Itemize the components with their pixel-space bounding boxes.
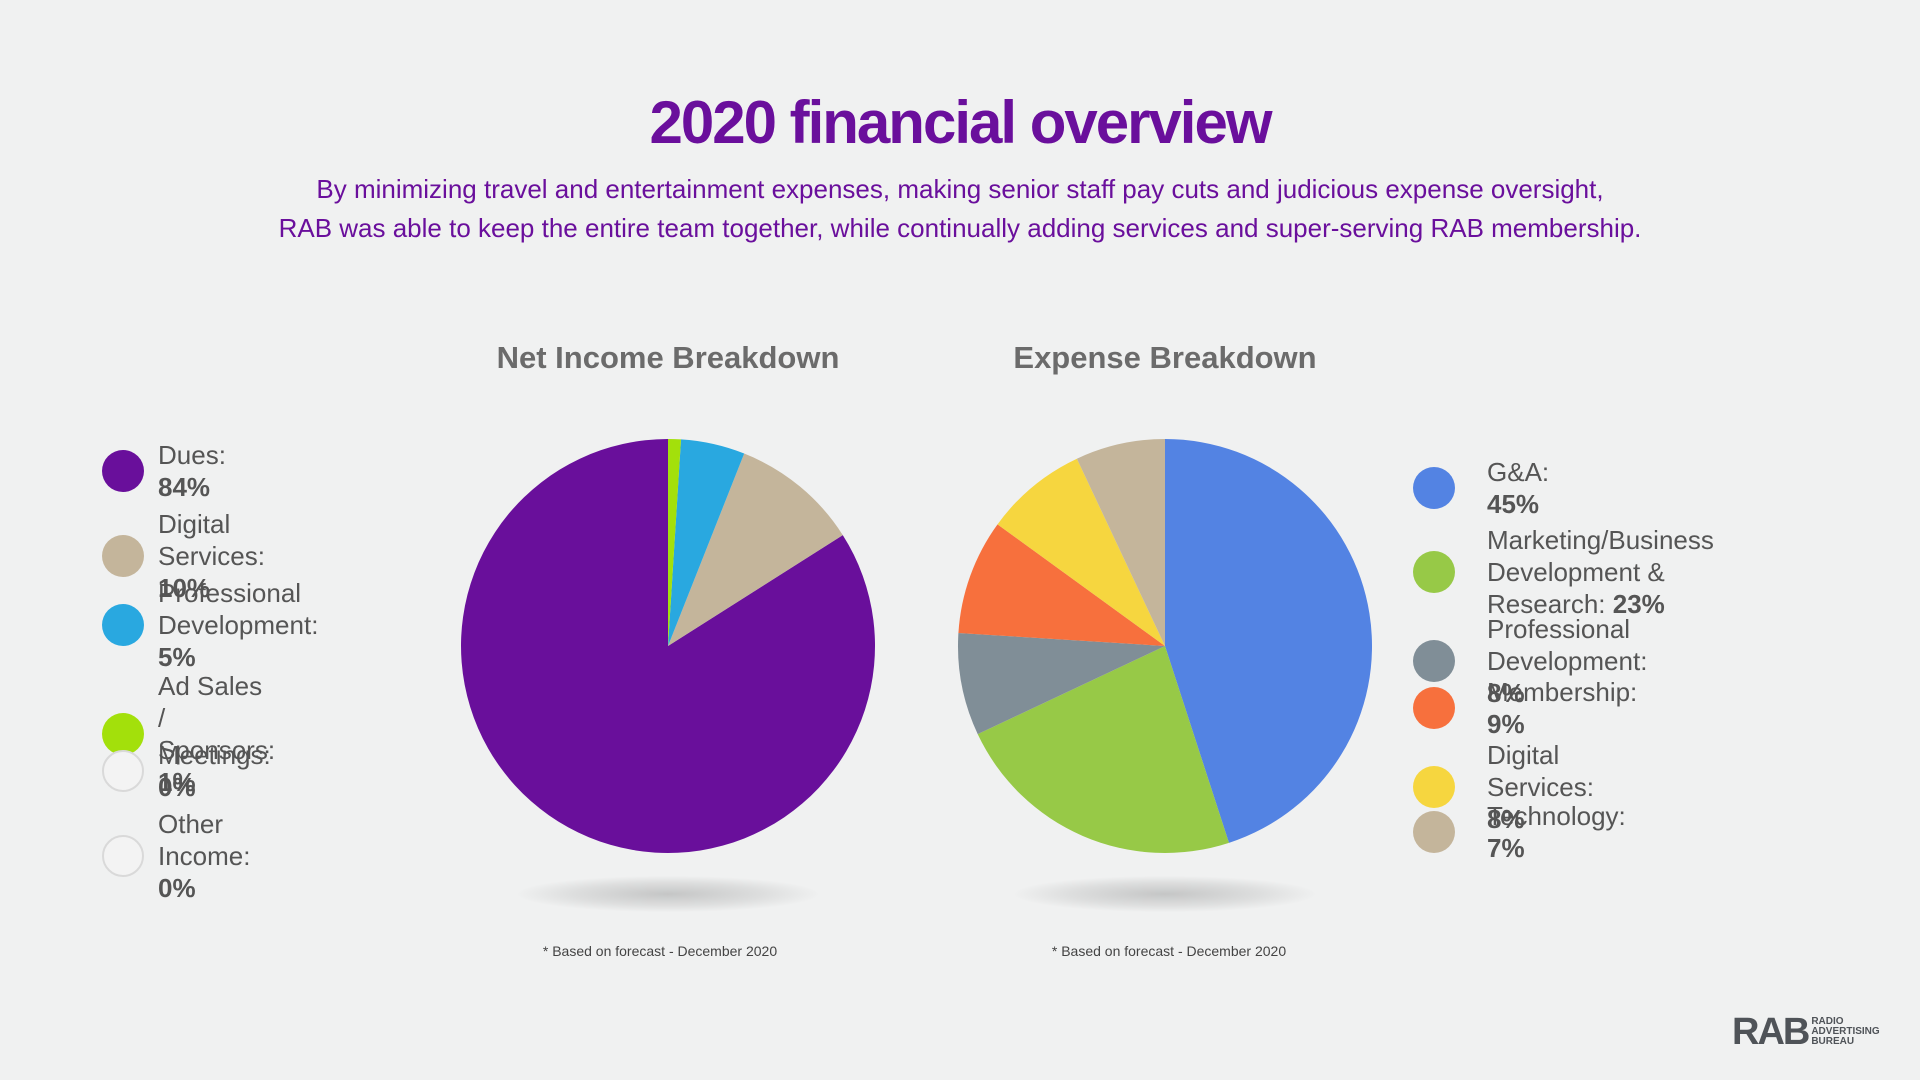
legend-label: Meetings: 0% [158, 739, 271, 803]
expense-chart-title: Expense Breakdown [1013, 340, 1317, 375]
pie-slice-technology [1076, 439, 1165, 646]
rab-logo-line: ADVERTISING [1811, 1026, 1880, 1037]
legend-value: 0% [158, 873, 196, 903]
legend-value: 5% [158, 642, 196, 672]
net-income-chart-title: Net Income Breakdown [496, 340, 840, 375]
rab-logo-subtext: RADIO ADVERTISING BUREAU [1811, 1017, 1879, 1047]
pie-slice-professional-development [668, 439, 745, 646]
legend-value: 45% [1487, 489, 1540, 519]
legend-value: 1% [158, 767, 196, 797]
legend-swatch [102, 835, 144, 877]
legend-swatch [102, 750, 144, 792]
legend-label: Professional Development: 8% [1487, 613, 1647, 709]
legend-label: Digital Services: 10% [158, 508, 265, 604]
page-title: 2020 financial overview [649, 89, 1272, 156]
legend-item: Ad Sales / Sponsors: 1% [102, 670, 275, 798]
legend-label: Technology: 7% [1487, 800, 1626, 864]
pie-slice-g-a [1165, 439, 1373, 843]
rab-logo: RAB RADIO ADVERTISING BUREAU [1732, 1013, 1880, 1051]
legend-label-line: Digital Services: 8% [1487, 740, 1594, 834]
legend-item: G&A: 45% [1413, 456, 1549, 520]
legend-label-line: Membership: 9% [1487, 677, 1638, 739]
legend-label: Professional Development: 5% [158, 577, 318, 673]
legend-label-line: Marketing/Business [1487, 525, 1714, 555]
pie-slice-digital-services [997, 458, 1165, 646]
legend-label-line: Professional Development: 8% [1487, 614, 1648, 708]
legend-label: Digital Services: 8% [1487, 739, 1594, 835]
legend-item: Meetings: 0% [102, 739, 271, 803]
legend-value: 23% [1612, 589, 1665, 619]
legend-item: Other Income: 0% [102, 808, 251, 904]
legend-label: Ad Sales / Sponsors: 1% [158, 670, 275, 798]
legend-label: Other Income: 0% [158, 808, 251, 904]
legend-value: 0% [158, 772, 196, 802]
rab-logo-line: RADIO [1811, 1016, 1844, 1027]
legend-value: 10% [158, 573, 211, 603]
legend-label-line: Professional [158, 578, 302, 608]
legend-label: Marketing/Business Development & Research… [1487, 524, 1714, 620]
legend-label-line: Meetings: 0% [158, 740, 271, 802]
legend-swatch [102, 450, 144, 492]
legend-item: Digital Services: 8% [1413, 739, 1594, 835]
legend-swatch [102, 604, 144, 646]
legend-item: Membership: 9% [1413, 676, 1637, 740]
legend-swatch [1413, 766, 1455, 808]
legend-label-line: Development & Research: 23% [1487, 557, 1665, 619]
legend-swatch [102, 713, 144, 755]
legend-label-line: Dues: 84% [158, 440, 226, 502]
expense-pie-shadow [1015, 876, 1315, 912]
pie-slice-marketing-business-development-research [977, 646, 1229, 854]
legend-item: Professional Development: 8% [1413, 613, 1647, 709]
legend-swatch [1413, 467, 1455, 509]
legend-item: Dues: 84% [102, 439, 226, 503]
rab-logo-line: BUREAU [1811, 1036, 1855, 1047]
legend-label: Membership: 9% [1487, 676, 1637, 740]
legend-item: Professional Development: 5% [102, 577, 318, 673]
legend-swatch [1413, 687, 1455, 729]
pie-slice-professional-development [958, 633, 1165, 735]
legend-value: 7% [1487, 833, 1525, 863]
legend-swatch [102, 535, 144, 577]
net-income-pie-shadow [518, 876, 818, 912]
legend-label-line: G&A: 45% [1487, 457, 1550, 519]
legend-value: 8% [1487, 678, 1525, 708]
legend-label: Dues: 84% [158, 439, 226, 503]
legend-label-line: Development: 5% [158, 610, 319, 672]
legend-label-line: Digital Services: 10% [158, 509, 265, 603]
rab-logo-mark: RAB [1732, 1011, 1810, 1053]
legend-item: Technology: 7% [1413, 800, 1626, 864]
subtitle-line-2: RAB was able to keep the entire team tog… [278, 213, 1642, 243]
legend-item: Digital Services: 10% [102, 508, 265, 604]
legend-label-line: Ad Sales / Sponsors: 1% [158, 671, 276, 797]
legend-item: Marketing/Business Development & Research… [1413, 524, 1714, 620]
legend-label-line: Technology: 7% [1487, 801, 1626, 863]
net-income-pie-chart [461, 439, 876, 853]
legend-value: 9% [1487, 709, 1525, 739]
subtitle-line-1: By minimizing travel and entertainment e… [316, 174, 1604, 204]
pie-slice-dues [461, 439, 876, 853]
net-income-footnote: * Based on forecast - December 2020 [542, 943, 778, 959]
legend-swatch [1413, 811, 1455, 853]
legend-value: 84% [158, 472, 211, 502]
pie-slice-digital-services [668, 453, 843, 646]
pie-slice-membership [958, 524, 1165, 646]
legend-label-line: Other Income: 0% [158, 809, 251, 903]
expense-footnote: * Based on forecast - December 2020 [1051, 943, 1287, 959]
page-subtitle: By minimizing travel and entertainment e… [160, 170, 1760, 248]
expense-pie-chart [958, 439, 1373, 854]
legend-label: G&A: 45% [1487, 456, 1549, 520]
legend-swatch [1413, 640, 1455, 682]
legend-value: 8% [1487, 804, 1525, 834]
pie-slice-ad-sales-sponsors [668, 439, 681, 646]
legend-swatch [1413, 551, 1455, 593]
